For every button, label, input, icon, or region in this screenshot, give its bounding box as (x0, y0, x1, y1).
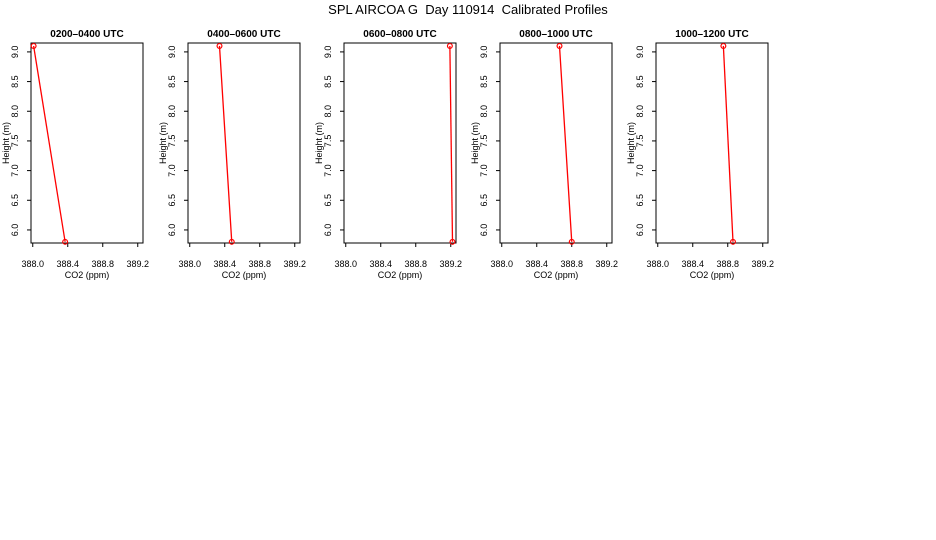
y-axis-label: Height (m) (314, 122, 324, 164)
plot-frame (30, 42, 144, 244)
data-point (449, 238, 456, 245)
data-point (568, 238, 575, 245)
y-tick-label: 6.0 (479, 224, 489, 237)
data-point (216, 42, 223, 49)
x-tick-label: 388.4 (369, 259, 392, 269)
y-tick-label: 6.0 (167, 224, 177, 237)
panel-2: 0400–0600 UTC 388.0 388.4 388.8 389.2 6.0 6.5 7… (158, 29, 306, 280)
x-tick-label: 388.8 (404, 259, 427, 269)
x-tick-label: 388.8 (248, 259, 271, 269)
x-tick-label: 388.0 (178, 259, 201, 269)
x-tick-label: 388.0 (334, 259, 357, 269)
y-tick-label: 8.5 (635, 75, 645, 88)
y-tick-label: 8.0 (635, 105, 645, 118)
profile-line (722, 45, 734, 242)
plot-frame (499, 42, 613, 244)
plot-frame (343, 42, 457, 244)
plot-frame (187, 42, 301, 244)
x-tick-label: 388.4 (56, 259, 79, 269)
y-tick-label: 9.0 (167, 46, 177, 59)
y-tick-label: 9.0 (635, 46, 645, 59)
data-point (62, 238, 69, 245)
y-tick-label: 6.5 (10, 194, 20, 207)
y-tick-label: 8.5 (479, 75, 489, 88)
y-axis-label: Height (m) (626, 122, 636, 164)
y-tick-label: 7.0 (635, 164, 645, 177)
y-tick-label: 7.5 (10, 135, 20, 148)
y-tick-label: 7.0 (167, 164, 177, 177)
x-axis-label: CO2 (ppm) (378, 270, 423, 280)
x-tick-label: 389.2 (439, 259, 462, 269)
x-tick-label: 388.4 (525, 259, 548, 269)
y-axis-label: Height (m) (1, 122, 11, 164)
panel-title: 0400–0600 UTC (207, 29, 280, 40)
x-tick-label: 388.8 (91, 259, 114, 269)
profile-line (558, 45, 573, 242)
profile-line (32, 45, 66, 242)
y-tick-label: 8.5 (167, 75, 177, 88)
data-point (729, 238, 736, 245)
data-point (556, 42, 563, 49)
y-axis-label: Height (m) (470, 122, 480, 164)
x-tick-label: 389.2 (283, 259, 306, 269)
plot-frame (655, 42, 769, 244)
y-tick-label: 8.5 (10, 75, 20, 88)
y-tick-label: 7.0 (323, 164, 333, 177)
y-tick-label: 7.5 (167, 135, 177, 148)
y-tick-label: 8.0 (479, 105, 489, 118)
x-tick-label: 388.0 (21, 259, 44, 269)
x-tick-label: 388.0 (646, 259, 669, 269)
x-tick-label: 388.4 (681, 259, 704, 269)
y-tick-label: 7.5 (479, 135, 489, 148)
y-tick-label: 7.0 (10, 164, 20, 177)
y-tick-label: 6.5 (479, 194, 489, 207)
x-tick-label: 388.8 (560, 259, 583, 269)
panel-title: 0200–0400 UTC (50, 29, 123, 40)
panel-3: 0600–0800 UTC 388.0 388.4 388.8 389.2 6.0 6.5 7… (314, 29, 462, 280)
y-tick-label: 7.0 (479, 164, 489, 177)
y-tick-label: 7.5 (635, 135, 645, 148)
x-axis-label: CO2 (ppm) (690, 270, 735, 280)
panel-title: 0600–0800 UTC (363, 29, 436, 40)
x-tick-label: 389.2 (751, 259, 774, 269)
data-point (720, 42, 727, 49)
panel-title: 0800–1000 UTC (519, 29, 592, 40)
y-tick-label: 6.0 (635, 224, 645, 237)
y-tick-label: 6.0 (323, 224, 333, 237)
data-point (30, 42, 37, 49)
y-tick-label: 6.5 (635, 194, 645, 207)
x-axis-label: CO2 (ppm) (65, 270, 110, 280)
panel-4: 0800–1000 UTC 388.0 388.4 388.8 389.2 6.0 6.5 7… (470, 29, 618, 280)
panel-5: 1000–1200 UTC 388.0 388.4 388.8 389.2 6.0 6.5 7… (626, 29, 774, 280)
y-tick-label: 6.5 (167, 194, 177, 207)
profile-line (449, 45, 454, 242)
data-point (446, 42, 453, 49)
figure-title: SPL AIRCOA G Day 110914 Calibrated Profi… (328, 2, 608, 17)
x-tick-label: 389.2 (595, 259, 618, 269)
y-tick-label: 8.0 (323, 105, 333, 118)
y-tick-label: 8.0 (10, 105, 20, 118)
y-tick-label: 9.0 (10, 46, 20, 59)
x-axis-label: CO2 (ppm) (534, 270, 579, 280)
x-tick-label: 389.2 (126, 259, 149, 269)
y-tick-label: 6.5 (323, 194, 333, 207)
panel-1: 0200–0400 UTC 388.0 388.4 388.8 389.2 6.0 6.5 7… (1, 29, 149, 280)
y-tick-label: 8.5 (323, 75, 333, 88)
profile-line (218, 45, 233, 242)
y-tick-label: 6.0 (10, 224, 20, 237)
y-tick-label: 7.5 (323, 135, 333, 148)
x-tick-label: 388.8 (716, 259, 739, 269)
x-axis-label: CO2 (ppm) (222, 270, 267, 280)
y-axis-label: Height (m) (158, 122, 168, 164)
panel-title: 1000–1200 UTC (675, 29, 748, 40)
data-point (228, 238, 235, 245)
x-tick-label: 388.4 (213, 259, 236, 269)
y-tick-label: 9.0 (479, 46, 489, 59)
y-tick-label: 9.0 (323, 46, 333, 59)
y-tick-label: 8.0 (167, 105, 177, 118)
x-tick-label: 388.0 (490, 259, 513, 269)
